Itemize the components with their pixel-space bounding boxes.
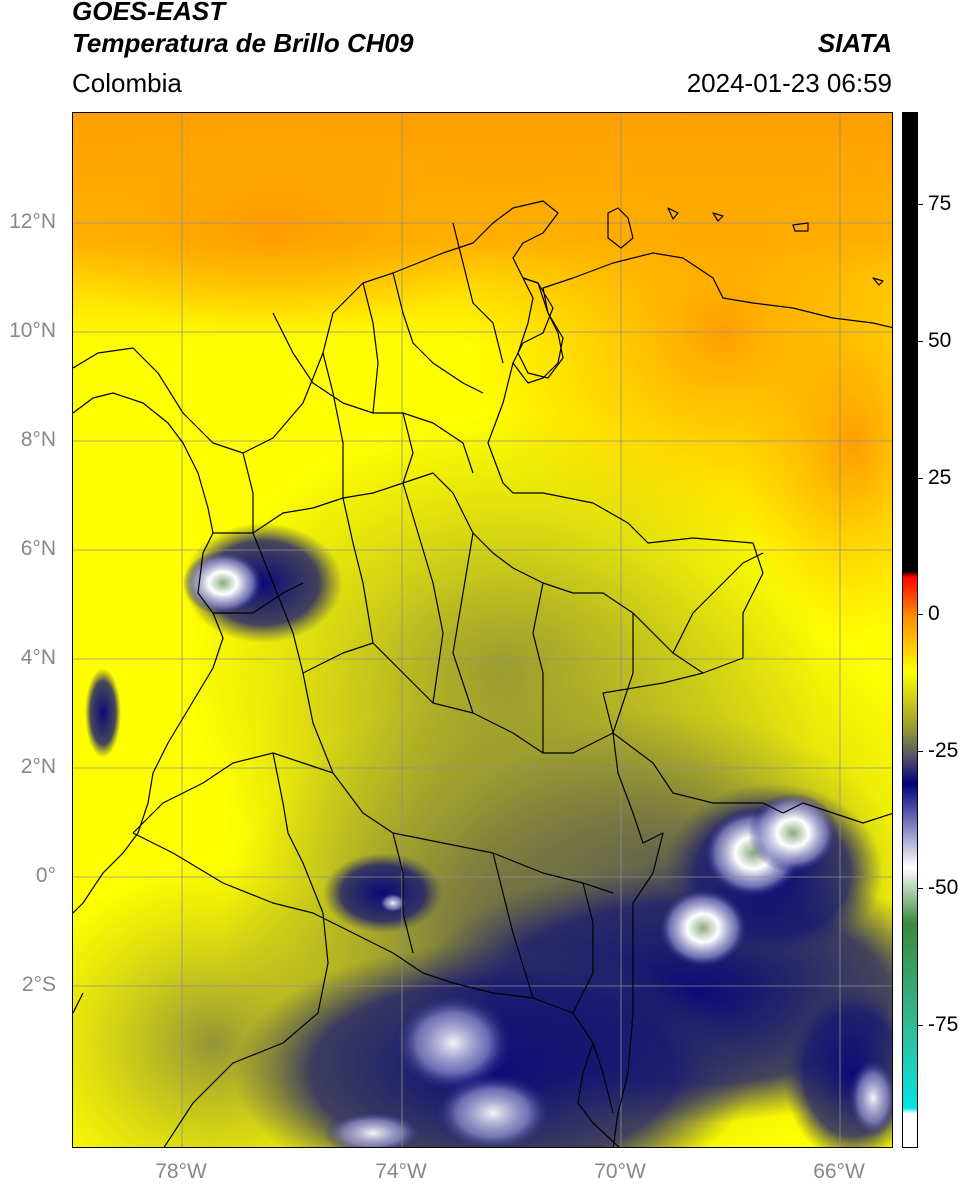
region-label: Colombia bbox=[72, 68, 182, 98]
colorbar-tick bbox=[918, 341, 923, 342]
lon-label-66w: 66°W bbox=[813, 1160, 865, 1183]
colorbar-tick bbox=[918, 614, 923, 615]
colorbar-label-neg50: -50 bbox=[928, 876, 959, 899]
lat-label-2s: 2°S bbox=[21, 973, 56, 996]
lat-label-8n: 8°N bbox=[20, 428, 56, 451]
lon-label-74w: 74°W bbox=[375, 1160, 427, 1183]
colorbar-label-75: 75 bbox=[928, 192, 952, 215]
colorbar-label-0: 0 bbox=[928, 602, 940, 625]
colorbar-tick bbox=[918, 1025, 923, 1026]
colorbar-tick bbox=[918, 751, 923, 752]
borders bbox=[73, 200, 892, 1147]
lat-label-10n: 10°N bbox=[9, 319, 56, 342]
lat-label-12n: 12°N bbox=[9, 210, 56, 233]
lat-label-0: 0° bbox=[35, 864, 56, 887]
colorbar-tick bbox=[918, 478, 923, 479]
colorbar-label-neg75: -75 bbox=[928, 1013, 959, 1036]
title-satellite: GOES-EAST bbox=[72, 0, 226, 26]
lat-label-2n: 2°N bbox=[20, 755, 56, 778]
colorbar-label-50: 50 bbox=[928, 329, 952, 352]
map-canvas bbox=[73, 113, 892, 1147]
agency-label: SIATA bbox=[817, 28, 892, 58]
title-product: Temperatura de Brillo CH09 bbox=[72, 28, 414, 58]
colorbar-label-neg25: -25 bbox=[928, 739, 959, 762]
colorbar-tick bbox=[918, 888, 923, 889]
datetime-label: 2024-01-23 06:59 bbox=[686, 68, 892, 98]
graticule bbox=[73, 113, 892, 1147]
colorbar bbox=[902, 112, 918, 1148]
lat-label-6n: 6°N bbox=[20, 537, 56, 560]
lon-label-70w: 70°W bbox=[594, 1160, 646, 1183]
satellite-map[interactable] bbox=[72, 112, 893, 1148]
lon-label-78w: 78°W bbox=[155, 1160, 207, 1183]
lat-label-4n: 4°N bbox=[20, 646, 56, 669]
colorbar-tick bbox=[918, 204, 923, 205]
colorbar-label-25: 25 bbox=[928, 466, 952, 489]
